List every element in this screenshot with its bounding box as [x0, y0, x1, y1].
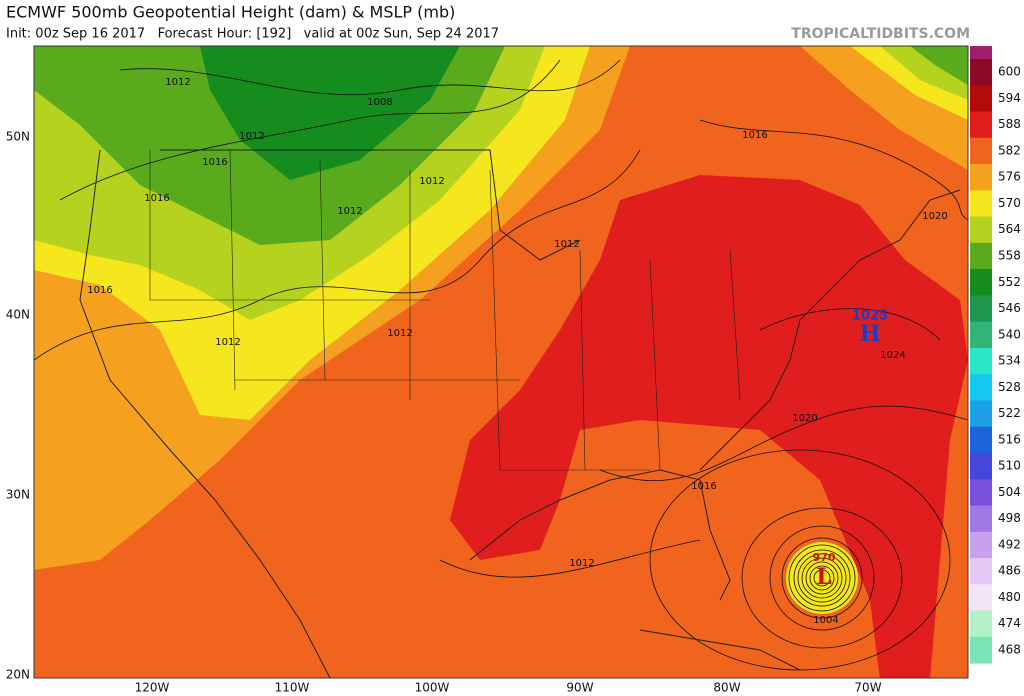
colorbar-label: 582 [998, 143, 1021, 157]
colorbar-label: 474 [998, 616, 1021, 630]
longitude-label: 90W [566, 681, 593, 695]
colorbar-label: 564 [998, 222, 1021, 236]
colorbar-segment [970, 636, 992, 664]
colorbar-label: 600 [998, 65, 1021, 79]
colorbar-segment [970, 59, 992, 86]
colorbar-segment [970, 164, 992, 191]
latitude-label: 50N [6, 130, 30, 144]
colorbar-segment [970, 426, 992, 454]
isobar-label: 1008 [367, 97, 392, 108]
colorbar-label: 504 [998, 485, 1021, 499]
latitude-label: 40N [6, 308, 30, 322]
colorbar-segment [970, 137, 992, 165]
isobars [34, 59, 968, 671]
colorbar-segment [970, 531, 992, 559]
colorbar-segment [970, 453, 992, 480]
colorbar-label: 492 [998, 537, 1021, 551]
longitude-label: 100W [415, 681, 450, 695]
colorbar: 600 594 588 582 576 570 564 558 552 546 540 534 528 5… [970, 59, 1021, 664]
colorbar-segment [970, 558, 992, 585]
isobar-label: 1016 [144, 193, 169, 204]
isobar-label: 1012 [554, 239, 579, 250]
map-area [34, 46, 968, 678]
colorbar-segment [970, 610, 992, 638]
isobar-label: 1020 [792, 413, 817, 424]
low-pressure-value: 970 [813, 551, 836, 564]
colorbar-label: 552 [998, 275, 1021, 289]
colorbar-segment [970, 374, 992, 401]
borders [149, 149, 741, 471]
subtitle: Init: 00z Sep 16 2017 Forecast Hour: [19… [6, 27, 499, 42]
colorbar-segment [970, 85, 992, 113]
colorbar-segment [970, 321, 992, 349]
longitude-label: 80W [713, 681, 740, 695]
isobar-label: 1016 [691, 481, 716, 492]
colorbar-segment [970, 584, 992, 612]
colorbar-segment [970, 190, 992, 218]
isobar-label: 1012 [215, 337, 240, 348]
isobar-label: 1012 [239, 131, 264, 142]
storm-core [786, 542, 858, 614]
colorbar-label: 516 [998, 432, 1021, 446]
colorbar-segment [970, 347, 992, 375]
band-552 [200, 46, 460, 180]
latitude-label: 20N [6, 668, 30, 682]
isobar-label: 1012 [419, 176, 444, 187]
isobar-label: 1016 [742, 130, 767, 141]
colorbar-label: 480 [998, 590, 1021, 604]
low-symbol: L [816, 564, 831, 590]
colorbar-label: 570 [998, 196, 1021, 210]
colorbar-label: 522 [998, 406, 1021, 420]
colorbar-label: 534 [998, 354, 1021, 368]
isobar-label: 1012 [387, 328, 412, 339]
colorbar-segment [970, 505, 992, 533]
colorbar-segment [970, 479, 992, 507]
latitude-label: 30N [6, 488, 30, 502]
isobar-label: 1012 [165, 77, 190, 88]
title: ECMWF 500mb Geopotential Height (dam) & … [6, 3, 455, 22]
longitude-label: 70W [854, 681, 881, 695]
colorbar-label: 510 [998, 459, 1021, 473]
colorbar-label: 498 [998, 511, 1021, 525]
colorbar-label: 588 [998, 117, 1021, 131]
isobar-label: 1024 [880, 350, 905, 361]
map-frame [33, 45, 969, 679]
isobar-label: 1016 [202, 157, 227, 168]
site-credit: TROPICALTIDBITS.COM [791, 26, 970, 42]
colorbar-segment [970, 295, 992, 323]
isobar-label: 1012 [337, 206, 362, 217]
colorbar-label: 540 [998, 327, 1021, 341]
isobar-label: 1012 [569, 558, 594, 569]
colorbar-segment [970, 216, 992, 244]
band-558 [910, 46, 968, 85]
colorbar-top [970, 46, 992, 59]
colorbar-label: 468 [998, 643, 1021, 657]
isobar-label: 1020 [922, 211, 947, 222]
colorbar-label: 558 [998, 249, 1021, 263]
colorbar-label: 594 [998, 91, 1021, 105]
isobar-label: 1016 [87, 285, 112, 296]
colorbar-label: 486 [998, 564, 1021, 578]
colorbar-segment [970, 242, 992, 270]
longitude-label: 110W [275, 681, 310, 695]
band-588 [450, 175, 968, 678]
colorbar-segment [970, 400, 992, 428]
high-symbol: H [860, 321, 881, 347]
high-pressure-value: 1025 [852, 309, 888, 324]
colorbar-label: 528 [998, 380, 1021, 394]
colorbar-label: 546 [998, 301, 1021, 315]
longitude-label: 120W [135, 681, 170, 695]
colorbar-segment [970, 111, 992, 139]
colorbar-label: 576 [998, 170, 1021, 184]
isobar-label: 1004 [813, 615, 838, 626]
colorbar-segment [970, 269, 992, 296]
